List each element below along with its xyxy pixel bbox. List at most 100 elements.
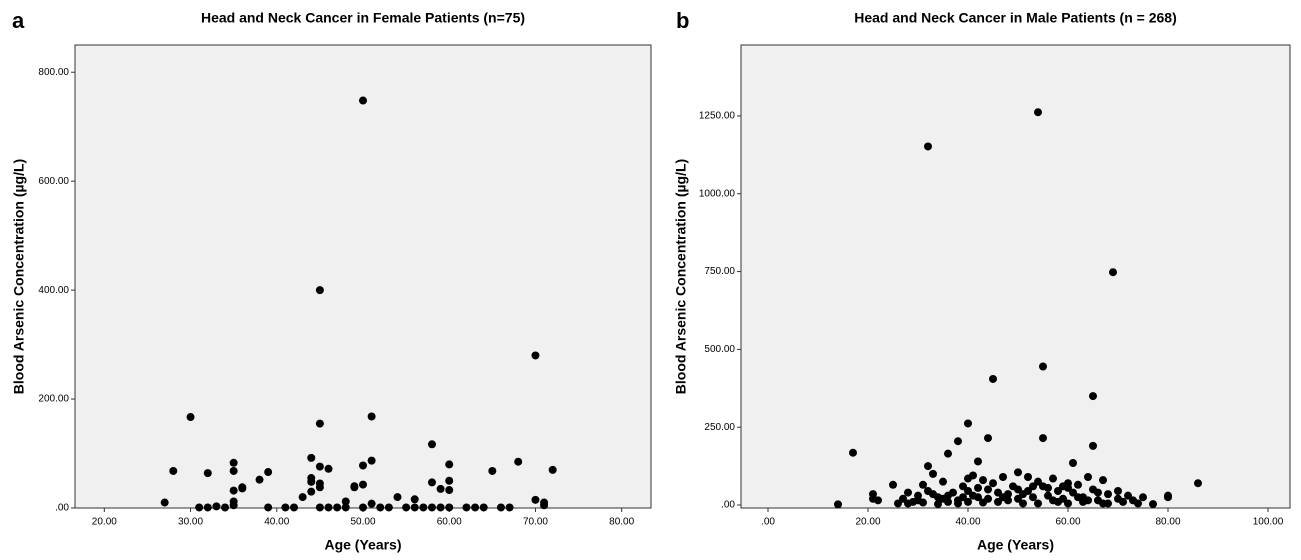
point [1044,491,1052,500]
point [1124,491,1132,500]
point [264,468,273,477]
point [341,503,350,512]
x-axis-title: Age (Years) [977,537,1054,553]
plot-area [740,44,1291,509]
point [359,461,367,470]
point [964,497,972,506]
y-tick-label: 1000.00 [699,188,736,199]
y-tick-label: 800.00 [38,67,69,78]
plot-area [74,44,652,509]
point [307,453,316,462]
point [410,503,419,512]
point [505,503,514,512]
point [445,503,454,512]
point [315,462,324,471]
point [1194,479,1202,488]
point [540,501,549,510]
point [229,501,238,510]
point [1089,441,1097,450]
point [894,499,902,508]
point [964,419,972,428]
x-axis-title: Age (Years) [324,537,401,553]
point [264,503,273,512]
point [979,476,987,485]
point [1164,493,1172,502]
x-tick-label: 80.00 [1155,517,1180,528]
point [939,494,947,503]
point [1069,458,1077,467]
point [367,412,376,421]
point [169,466,178,475]
point [307,487,316,496]
point [496,503,505,512]
point [1034,477,1042,486]
point [255,475,264,484]
panel-label: b [676,8,689,33]
y-axis-title: Blood Arsenic Concentration (µg/L) [673,159,689,394]
y-tick-label: 600.00 [38,176,69,187]
point [402,503,411,512]
point [531,495,540,504]
x-tick-label: 20.00 [92,517,117,528]
x-tick-label: 40.00 [264,517,289,528]
x-tick-label: 40.00 [955,517,980,528]
point [974,457,982,466]
point [203,503,212,512]
point [221,503,230,512]
point [1094,488,1102,497]
chart-title: Head and Neck Cancer in Female Patients … [201,10,525,26]
point [1014,494,1022,503]
point [1024,473,1032,482]
point [889,480,897,489]
y-tick-label: .00 [721,500,735,511]
point [969,471,977,480]
point [1099,476,1107,485]
point [419,503,428,512]
point [984,434,992,443]
point [1034,108,1042,117]
point [324,464,333,473]
point [959,482,967,491]
point [1034,499,1042,508]
point [427,440,436,449]
point [393,493,402,502]
point [1044,483,1052,492]
x-tick-label: .00 [761,517,775,528]
point [919,498,927,507]
point [1109,268,1117,277]
point [436,503,445,512]
point [367,499,376,508]
point [944,449,952,458]
point [333,503,342,512]
point [1119,497,1127,506]
point [410,495,419,504]
point [934,500,942,509]
y-tick-label: 1250.00 [699,111,736,122]
point [160,498,169,507]
point [436,484,445,493]
point [341,497,350,506]
point [1089,392,1097,401]
point [1099,499,1107,508]
point [1074,480,1082,489]
point [315,286,324,295]
point [315,483,324,492]
point [1084,473,1092,482]
x-tick-label: 60.00 [1055,517,1080,528]
point [1039,434,1047,443]
x-tick-label: 50.00 [350,517,375,528]
point [1149,500,1157,509]
point [834,500,842,509]
y-axis-title: Blood Arsenic Concentration (µg/L) [11,159,27,394]
point [479,503,488,512]
point [904,488,912,497]
point [445,476,454,485]
point [1054,487,1062,496]
point [359,503,367,512]
point [919,480,927,489]
point [1074,493,1082,502]
point [427,503,436,512]
point [1104,490,1112,499]
point [315,503,324,512]
